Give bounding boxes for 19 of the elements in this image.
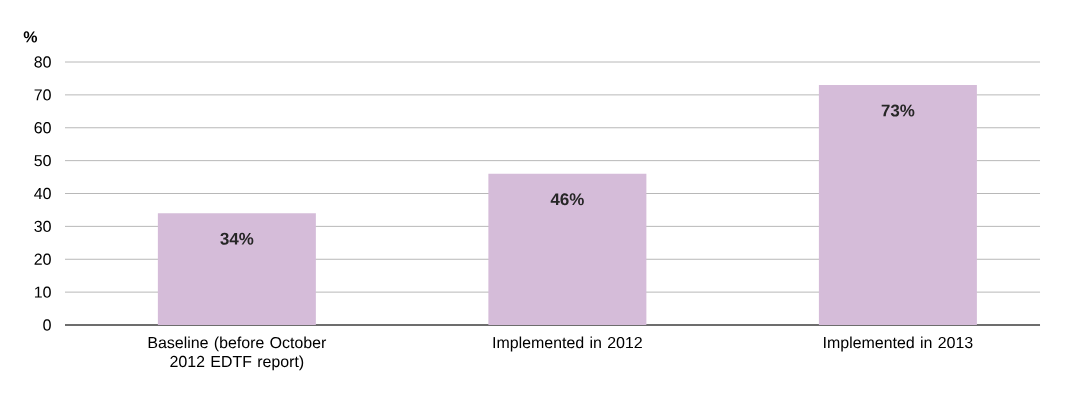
- x-tick-label: Implemented in 2012: [493, 336, 642, 352]
- y-tick-label: 0: [43, 319, 51, 331]
- bar: [157, 213, 316, 325]
- y-tick-label: 40: [34, 187, 51, 200]
- data-label: 73%: [881, 104, 915, 117]
- y-tick-label: 20: [34, 253, 51, 265]
- y-tick-label: 30: [34, 220, 51, 233]
- y-axis-title: %: [23, 31, 38, 43]
- y-tick-label: 60: [34, 122, 51, 134]
- bar: [488, 173, 647, 325]
- x-tick-label: Baseline (before October 2012 EDTF report): [148, 336, 327, 371]
- y-tick-label: 50: [34, 154, 51, 167]
- bar: [818, 85, 977, 325]
- y-tick-label: 80: [34, 56, 51, 68]
- y-tick-label: 10: [34, 286, 51, 298]
- data-label: 34%: [220, 232, 254, 245]
- data-label: 46%: [550, 193, 584, 206]
- x-tick-label: Implemented in 2013: [824, 336, 973, 352]
- y-tick-label: 70: [34, 89, 51, 101]
